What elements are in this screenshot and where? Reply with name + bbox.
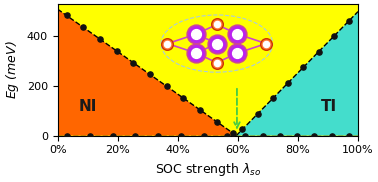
Point (147, 73, 153, 76)
Point (87, 134, 93, 137)
Point (230, 132, 236, 135)
Point (331, 35, 337, 38)
Point (254, 112, 260, 115)
Point (316, 50, 322, 53)
Point (97, 38, 103, 41)
Point (178, 134, 184, 137)
Polygon shape (57, 9, 236, 136)
Y-axis label: $Eg$ (meV): $Eg$ (meV) (4, 41, 21, 99)
Point (64, 134, 70, 137)
Point (260, 134, 266, 137)
Point (197, 108, 203, 111)
Point (113, 50, 119, 52)
Point (270, 97, 276, 100)
Point (346, 19, 352, 22)
Text: NI: NI (79, 99, 97, 114)
Point (239, 128, 245, 131)
Point (180, 97, 186, 100)
Point (201, 134, 208, 137)
Point (285, 81, 291, 84)
Point (155, 134, 161, 137)
Point (300, 66, 306, 69)
Point (311, 134, 318, 137)
Polygon shape (236, 12, 358, 136)
Point (224, 134, 230, 137)
Point (110, 134, 116, 137)
Text: TI: TI (321, 99, 336, 114)
Point (64, 14, 70, 17)
Point (80, 26, 86, 29)
Point (132, 134, 138, 137)
Point (277, 134, 283, 137)
Point (329, 134, 335, 137)
Point (214, 120, 220, 123)
Point (294, 134, 300, 137)
Point (164, 85, 170, 88)
X-axis label: SOC strength $\lambda_{so}$: SOC strength $\lambda_{so}$ (155, 161, 261, 178)
Point (242, 134, 248, 137)
Point (130, 61, 136, 64)
Point (346, 134, 352, 137)
